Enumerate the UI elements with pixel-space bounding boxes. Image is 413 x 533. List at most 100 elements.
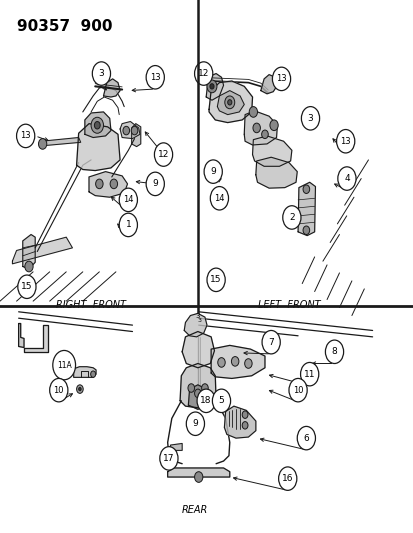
Polygon shape — [103, 79, 120, 97]
Text: 9: 9 — [152, 180, 158, 188]
Circle shape — [210, 187, 228, 210]
Text: 11A: 11A — [57, 361, 71, 369]
Circle shape — [92, 62, 110, 85]
Circle shape — [91, 117, 103, 133]
Polygon shape — [23, 235, 35, 269]
Polygon shape — [167, 468, 229, 477]
Circle shape — [242, 411, 247, 418]
Text: 3: 3 — [195, 313, 199, 319]
Text: 9: 9 — [192, 419, 198, 428]
Circle shape — [146, 66, 164, 89]
Circle shape — [186, 412, 204, 435]
Text: 12: 12 — [157, 150, 169, 159]
Polygon shape — [24, 325, 47, 352]
Text: 9: 9 — [210, 167, 216, 176]
Polygon shape — [224, 406, 255, 438]
Polygon shape — [76, 124, 120, 171]
Circle shape — [272, 67, 290, 91]
Circle shape — [302, 185, 309, 193]
Polygon shape — [252, 136, 291, 166]
Polygon shape — [89, 172, 127, 197]
Polygon shape — [217, 91, 244, 115]
Circle shape — [206, 80, 216, 93]
Circle shape — [300, 362, 318, 386]
Circle shape — [119, 213, 137, 237]
Text: 90357  900: 90357 900 — [17, 19, 112, 34]
Text: 5: 5 — [218, 397, 224, 405]
Text: 10: 10 — [53, 386, 64, 394]
Polygon shape — [188, 385, 206, 409]
Circle shape — [337, 167, 355, 190]
Circle shape — [227, 100, 231, 105]
Circle shape — [214, 276, 218, 281]
Circle shape — [261, 330, 280, 354]
Polygon shape — [180, 364, 216, 408]
Circle shape — [50, 378, 68, 402]
Text: 13: 13 — [275, 75, 286, 83]
Circle shape — [249, 107, 257, 117]
Text: 13: 13 — [339, 137, 350, 146]
Text: 8: 8 — [331, 348, 337, 356]
Circle shape — [336, 130, 354, 153]
Circle shape — [188, 384, 194, 392]
Text: 3: 3 — [197, 318, 202, 324]
Circle shape — [78, 387, 81, 391]
Circle shape — [53, 351, 75, 379]
Text: 18: 18 — [200, 397, 211, 405]
Text: 13: 13 — [20, 132, 31, 140]
Circle shape — [244, 359, 252, 368]
Circle shape — [131, 126, 138, 135]
Circle shape — [224, 96, 234, 109]
Polygon shape — [74, 367, 96, 377]
Text: 14: 14 — [123, 196, 133, 204]
Text: 16: 16 — [281, 474, 293, 483]
Text: RIGHT  FRONT: RIGHT FRONT — [56, 300, 126, 310]
Text: 15: 15 — [21, 282, 33, 291]
Circle shape — [119, 188, 137, 212]
Text: LEFT  FRONT: LEFT FRONT — [258, 300, 320, 310]
Polygon shape — [260, 75, 277, 94]
Polygon shape — [120, 122, 140, 139]
Circle shape — [212, 389, 230, 413]
Circle shape — [278, 467, 296, 490]
Circle shape — [94, 122, 100, 129]
Circle shape — [288, 378, 306, 402]
Circle shape — [194, 472, 202, 482]
Text: 14: 14 — [214, 194, 224, 203]
Text: 13: 13 — [150, 73, 160, 82]
Circle shape — [302, 226, 309, 235]
Text: REAR: REAR — [181, 505, 207, 515]
Circle shape — [76, 385, 83, 393]
Text: 1: 1 — [125, 221, 131, 229]
Polygon shape — [211, 345, 264, 378]
Circle shape — [242, 422, 247, 429]
Polygon shape — [244, 111, 277, 145]
Circle shape — [194, 62, 212, 85]
Text: 2: 2 — [288, 213, 294, 222]
Circle shape — [194, 389, 201, 398]
Circle shape — [204, 160, 222, 183]
Text: 3: 3 — [307, 114, 313, 123]
Text: 7: 7 — [268, 338, 273, 346]
Circle shape — [17, 124, 35, 148]
Polygon shape — [206, 74, 223, 100]
Text: 3: 3 — [98, 69, 104, 78]
Circle shape — [282, 206, 300, 229]
Circle shape — [25, 261, 33, 272]
Circle shape — [209, 84, 214, 89]
Circle shape — [95, 179, 103, 189]
Circle shape — [269, 120, 278, 131]
Circle shape — [38, 139, 47, 149]
Circle shape — [201, 384, 208, 392]
Polygon shape — [131, 124, 140, 147]
Circle shape — [154, 143, 172, 166]
Text: 15: 15 — [210, 276, 221, 284]
Circle shape — [123, 126, 129, 135]
Circle shape — [146, 172, 164, 196]
Text: 11: 11 — [303, 370, 315, 378]
Text: 4: 4 — [343, 174, 349, 183]
Circle shape — [18, 275, 36, 298]
Circle shape — [261, 130, 268, 139]
Text: 12: 12 — [197, 69, 209, 78]
Circle shape — [159, 447, 178, 470]
